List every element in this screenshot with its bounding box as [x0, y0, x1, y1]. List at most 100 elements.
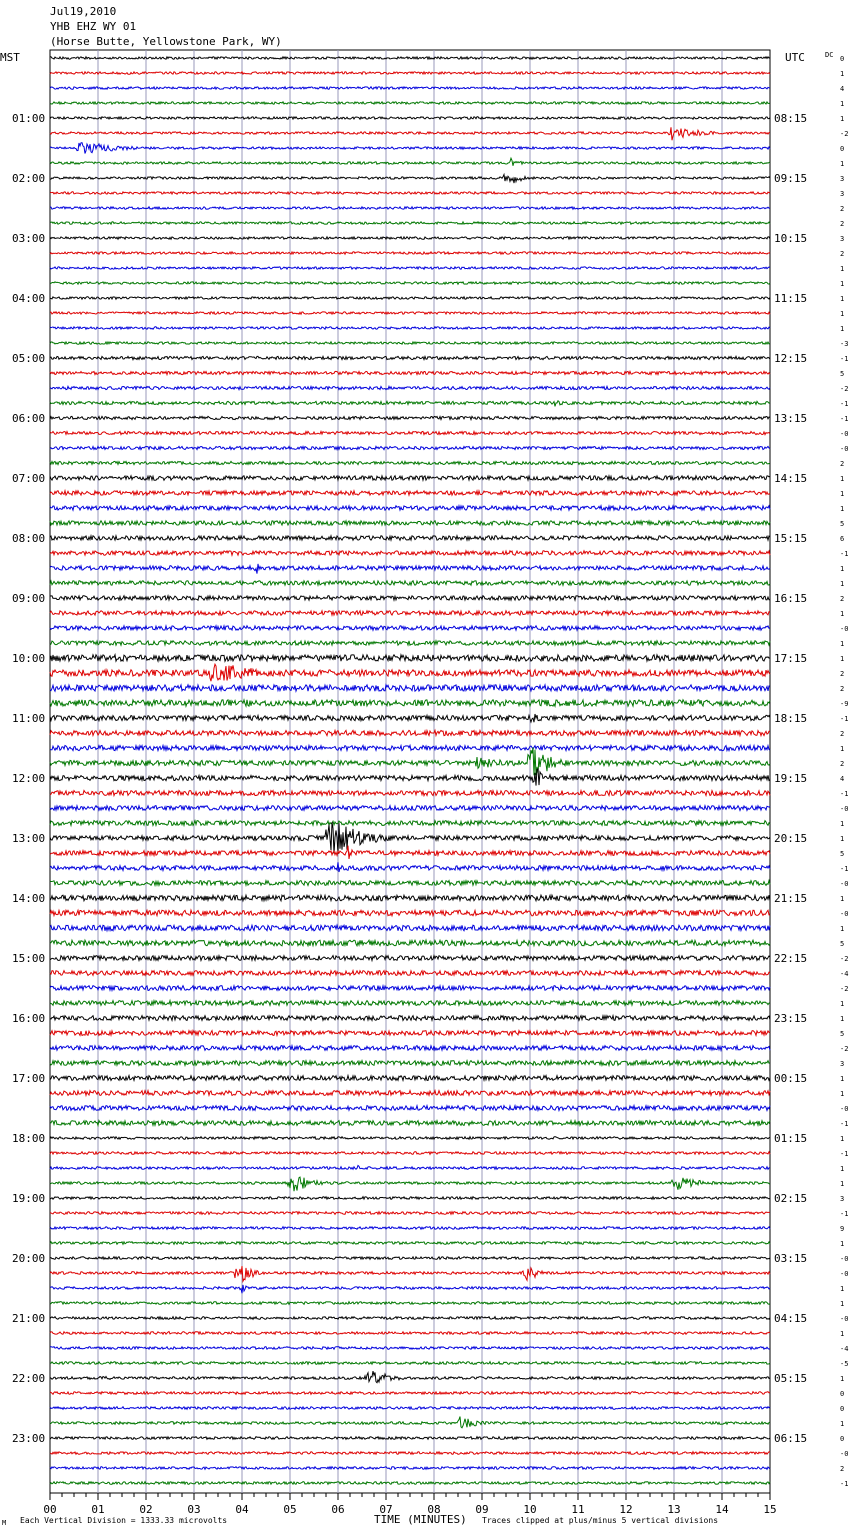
dc-offset-label: -0: [840, 430, 848, 438]
dc-offset-label: 3: [840, 235, 844, 243]
trace-line: [49, 488, 771, 498]
dc-offset-label: -1: [840, 1150, 848, 1158]
dc-offset-label: 1: [840, 100, 844, 108]
dc-offset-label: 1: [840, 610, 844, 618]
dc-offset-label: 1: [840, 115, 844, 123]
dc-offset-label: 4: [840, 85, 844, 93]
right-hour-label: 08:15: [774, 112, 807, 125]
dc-offset-label: -2: [840, 985, 848, 993]
right-timezone-label: UTC: [785, 51, 805, 64]
x-tick-label: 09: [475, 1503, 488, 1516]
trace-line: [49, 1435, 771, 1441]
trace-line: [49, 728, 770, 738]
right-hour-label: 23:15: [774, 1012, 807, 1025]
left-hour-label: 03:00: [12, 232, 45, 245]
left-hour-label: 09:00: [12, 592, 45, 605]
dc-offset-label: 1: [840, 565, 844, 573]
trace-line: [49, 1370, 771, 1384]
dc-offset-label: -1: [840, 715, 848, 723]
trace-line: [49, 429, 771, 436]
left-hour-label: 14:00: [12, 892, 45, 905]
trace-line: [49, 460, 771, 466]
trace-line: [49, 533, 771, 542]
trace-line: [49, 968, 771, 978]
dc-offset-label: 3: [840, 190, 844, 198]
right-hour-label: 22:15: [774, 952, 807, 965]
dc-offset-label: 6: [840, 535, 844, 543]
dc-offset-label: -0: [840, 1270, 848, 1278]
trace-line: [49, 1416, 771, 1429]
trace-line: [49, 1073, 771, 1083]
dc-offset-label: 1: [840, 310, 844, 318]
trace-line: [49, 70, 771, 76]
dc-offset-label: 1: [840, 1300, 844, 1308]
x-tick-label: 12: [619, 1503, 632, 1516]
dc-offset-label: 1: [840, 325, 844, 333]
trace-line: [49, 893, 771, 903]
dc-offset-label: 1: [840, 1285, 844, 1293]
dc-offset-label: 4: [840, 775, 844, 783]
dc-offset-label: 1: [840, 1075, 844, 1083]
right-hour-label: 05:15: [774, 1372, 807, 1385]
x-tick-label: 13: [667, 1503, 680, 1516]
x-tick-label: 02: [139, 1503, 152, 1516]
dc-offset-label: -2: [840, 1045, 848, 1053]
trace-line: [50, 172, 771, 184]
trace-line: [49, 1240, 771, 1246]
right-hour-label: 11:15: [774, 292, 807, 305]
left-hour-label: 02:00: [12, 172, 45, 185]
trace-line: [49, 265, 771, 271]
trace-line: [49, 503, 771, 512]
dc-offset-label: -0: [840, 1105, 848, 1113]
trace-line: [49, 295, 771, 301]
dc-offset-label: -2: [840, 385, 848, 393]
dc-offset-label: 1: [840, 1090, 844, 1098]
dc-offset-label: 2: [840, 205, 844, 213]
dc-offset-label: -0: [840, 1315, 848, 1323]
dc-offset-label: -1: [840, 400, 848, 408]
x-tick-label: 14: [715, 1503, 729, 1516]
trace-line: [49, 415, 771, 422]
dc-offset-label: 5: [840, 520, 844, 528]
trace-line: [49, 1103, 771, 1113]
trace-line: [49, 280, 771, 286]
dc-offset-label: 3: [840, 175, 844, 183]
left-hour-label: 20:00: [12, 1252, 45, 1265]
trace-line: [49, 1450, 771, 1456]
time-grid: [49, 49, 771, 1494]
trace-line: [50, 55, 771, 61]
dc-offset-label: 1: [840, 475, 844, 483]
trace-line: [49, 1265, 771, 1283]
left-hour-label: 23:00: [12, 1432, 45, 1445]
left-hour-label: 22:00: [12, 1372, 45, 1385]
header-location: (Horse Butte, Yellowstone Park, WY): [50, 35, 282, 48]
trace-line: [49, 1255, 771, 1261]
dc-offset-label: 1: [840, 1165, 844, 1173]
right-hour-label: 10:15: [774, 232, 807, 245]
dc-offset-label: 0: [840, 1435, 844, 1443]
left-hour-label: 01:00: [12, 112, 45, 125]
dc-offset-label: -0: [840, 445, 848, 453]
trace-line: [49, 768, 771, 786]
dc-offset-label: -1: [840, 1120, 848, 1128]
trace-line: [49, 1225, 771, 1231]
trace-line: [49, 1465, 771, 1471]
trace-line: [50, 1345, 771, 1351]
corner-mark: M: [2, 1519, 6, 1527]
trace-line: [49, 549, 771, 557]
right-hour-label: 02:15: [774, 1192, 807, 1205]
trace-line: [49, 788, 771, 798]
trace-line: [49, 473, 771, 483]
trace-line: [49, 190, 771, 196]
trace-line: [49, 250, 771, 256]
dc-offset-label: 3: [840, 1195, 844, 1203]
left-hour-label: 13:00: [12, 832, 45, 845]
trace-line: [49, 983, 771, 993]
dc-offset-label: -1: [840, 355, 848, 363]
dc-offset-label: -2: [840, 955, 848, 963]
trace-line: [49, 1195, 771, 1201]
trace-line: [49, 1058, 771, 1068]
x-tick-label: 10: [523, 1503, 536, 1516]
right-hour-label: 12:15: [774, 352, 807, 365]
dc-offset-label: 1: [840, 895, 844, 903]
